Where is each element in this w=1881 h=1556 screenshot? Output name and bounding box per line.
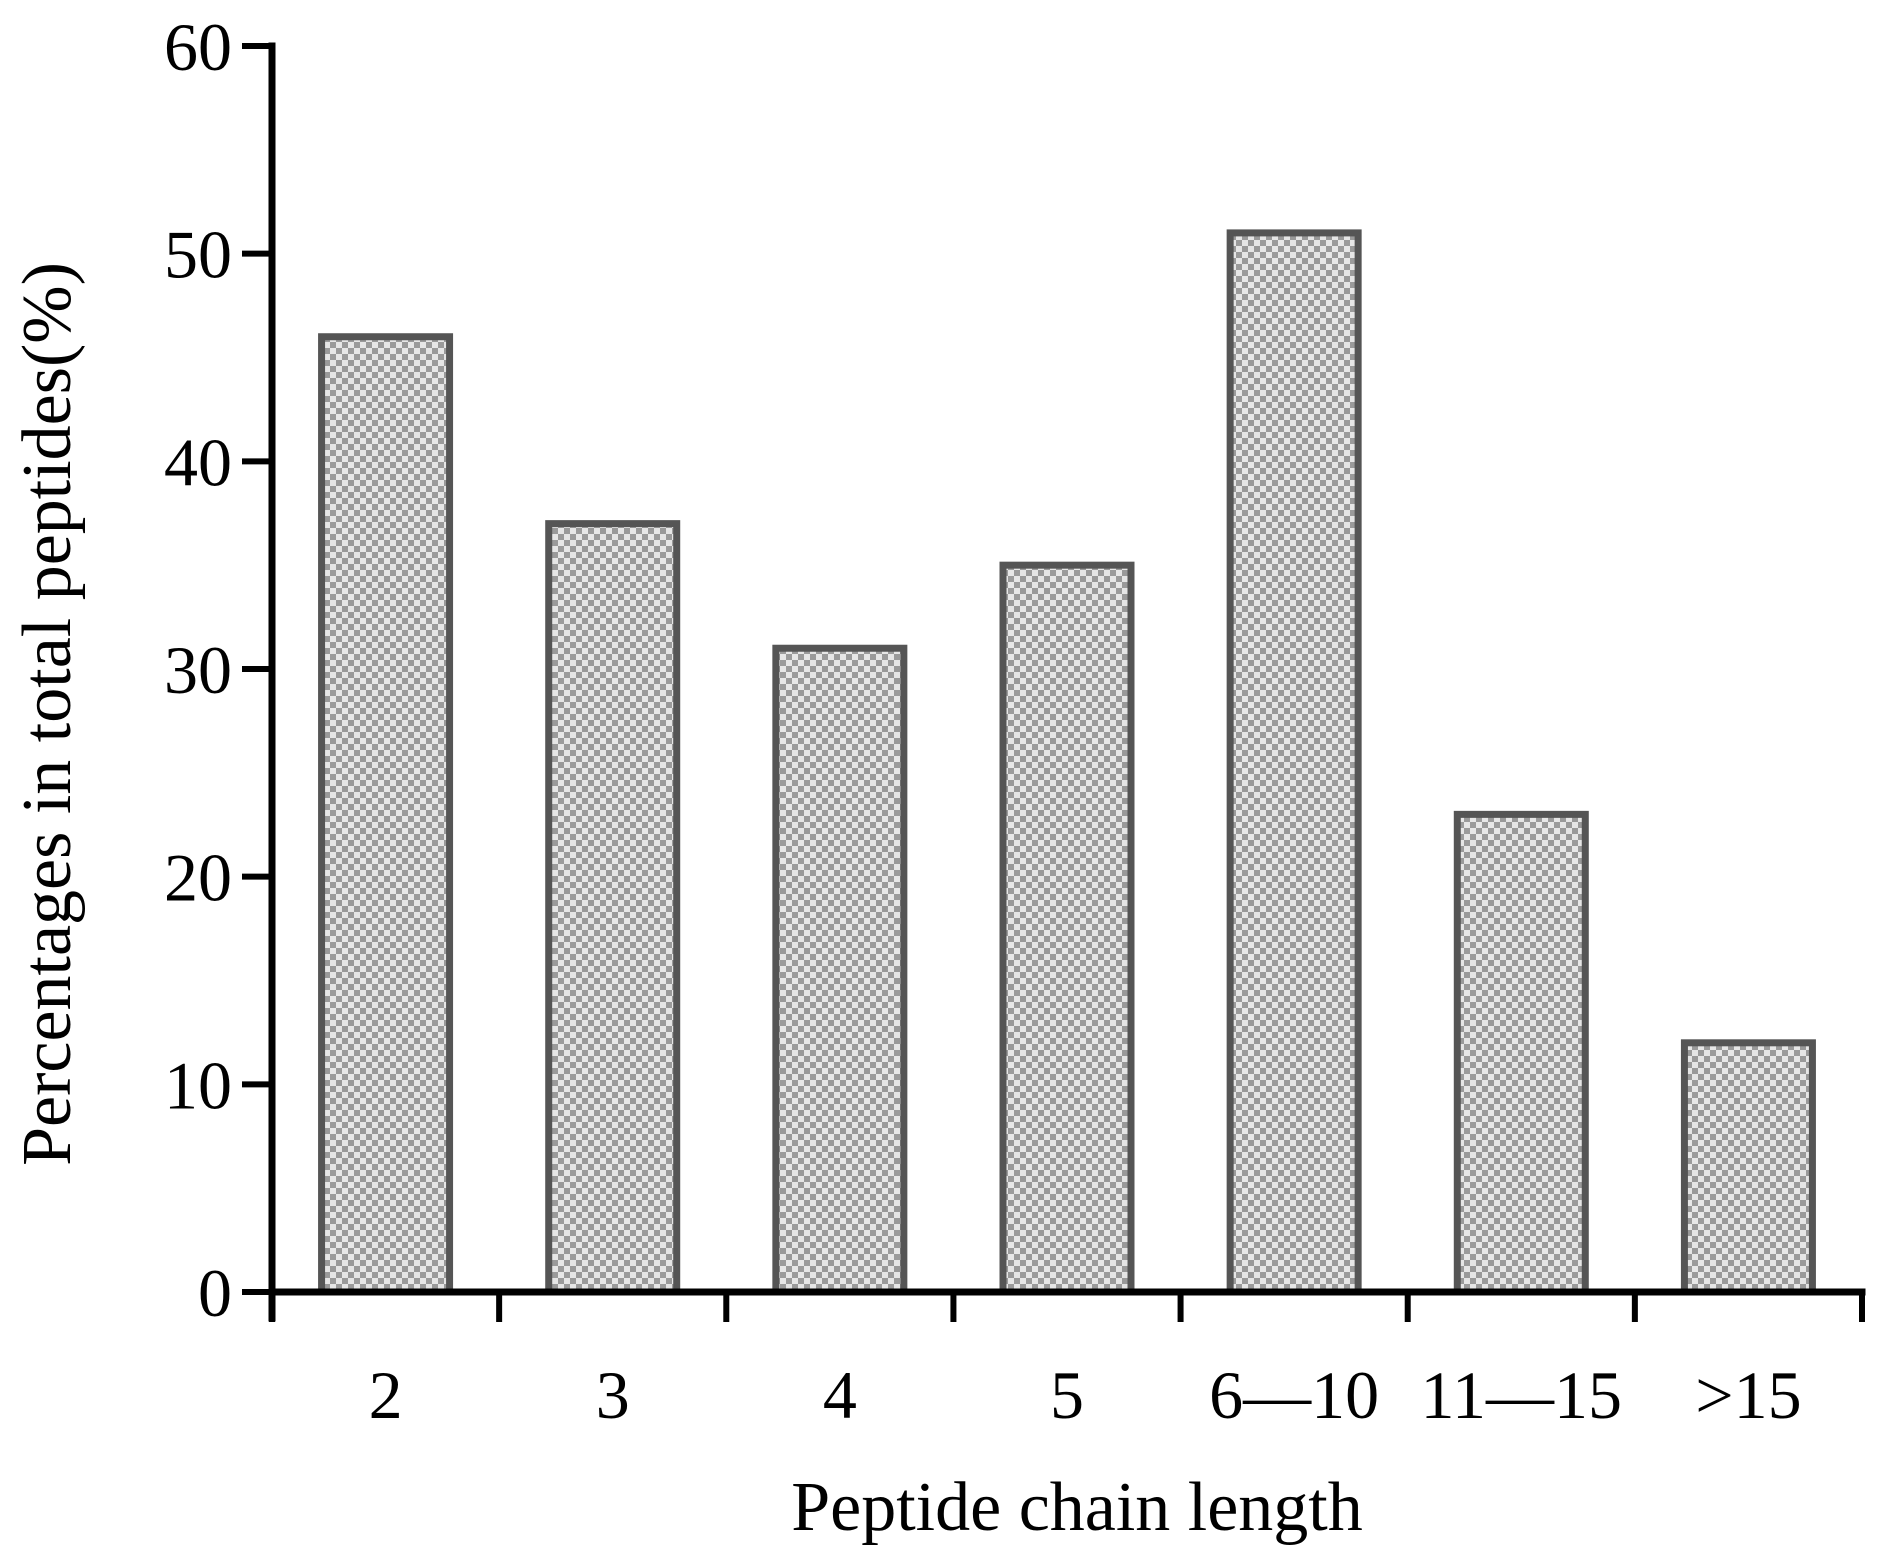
y-tick-label: 20 — [164, 840, 232, 916]
bar-4 — [999, 561, 1135, 1296]
bars-group — [318, 229, 1816, 1296]
y-tick-label: 30 — [164, 632, 232, 708]
x-tick-label: 2 — [369, 1357, 403, 1433]
bar-3 — [772, 644, 908, 1296]
bar-7 — [1680, 1039, 1816, 1296]
x-tick-label: 3 — [596, 1357, 630, 1433]
y-axis-title: Percentages in total peptides(%) — [9, 262, 86, 1166]
y-tick-label: 60 — [164, 9, 232, 85]
x-tick-label: 4 — [823, 1357, 857, 1433]
y-tick-label: 10 — [164, 1047, 232, 1123]
x-axis-title: Peptide chain length — [791, 1469, 1363, 1546]
bar-1 — [318, 333, 454, 1296]
x-axis-ticks: 2 3 4 5 6—10 11—15 >15 — [269, 1292, 1865, 1433]
bar-2 — [545, 520, 681, 1296]
y-tick-label: 40 — [164, 424, 232, 500]
bar-5 — [1226, 229, 1362, 1296]
y-tick-label: 50 — [164, 217, 232, 293]
bar-6 — [1453, 810, 1589, 1296]
x-tick-label: 11—15 — [1421, 1357, 1622, 1433]
x-tick-label: >15 — [1695, 1357, 1801, 1433]
x-tick-label: 6—10 — [1209, 1357, 1379, 1433]
x-tick-label: 5 — [1050, 1357, 1084, 1433]
y-axis-ticks: 0 10 20 30 40 50 60 — [164, 9, 272, 1331]
y-tick-label: 0 — [198, 1255, 232, 1331]
